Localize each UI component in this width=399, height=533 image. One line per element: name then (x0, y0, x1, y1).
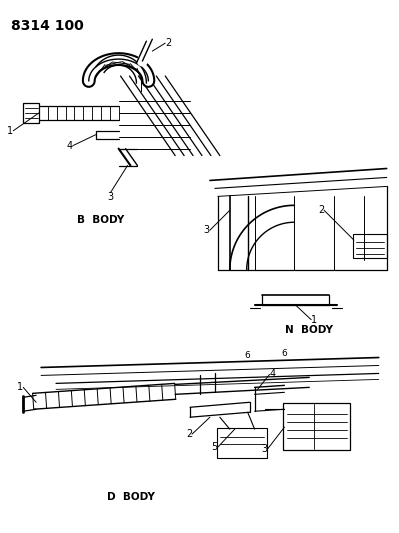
Text: D  BODY: D BODY (107, 492, 154, 502)
Text: 2: 2 (186, 429, 192, 439)
Text: 1: 1 (311, 314, 317, 325)
Text: N  BODY: N BODY (285, 325, 333, 335)
FancyBboxPatch shape (283, 403, 350, 450)
Text: 4: 4 (269, 369, 276, 379)
Text: 6: 6 (282, 349, 287, 358)
Text: B  BODY: B BODY (77, 215, 124, 225)
Text: 3: 3 (261, 444, 267, 454)
Text: 6: 6 (245, 351, 251, 360)
Text: 4: 4 (67, 141, 73, 151)
Text: 1: 1 (7, 126, 13, 136)
Text: 2: 2 (318, 205, 324, 215)
Text: 8314 100: 8314 100 (11, 19, 84, 33)
FancyBboxPatch shape (217, 428, 267, 458)
FancyBboxPatch shape (353, 234, 387, 258)
Text: 3: 3 (204, 225, 210, 235)
Text: 2: 2 (165, 38, 172, 48)
Text: 1: 1 (17, 382, 23, 392)
Text: 5: 5 (211, 442, 218, 452)
Text: 3: 3 (108, 192, 114, 203)
